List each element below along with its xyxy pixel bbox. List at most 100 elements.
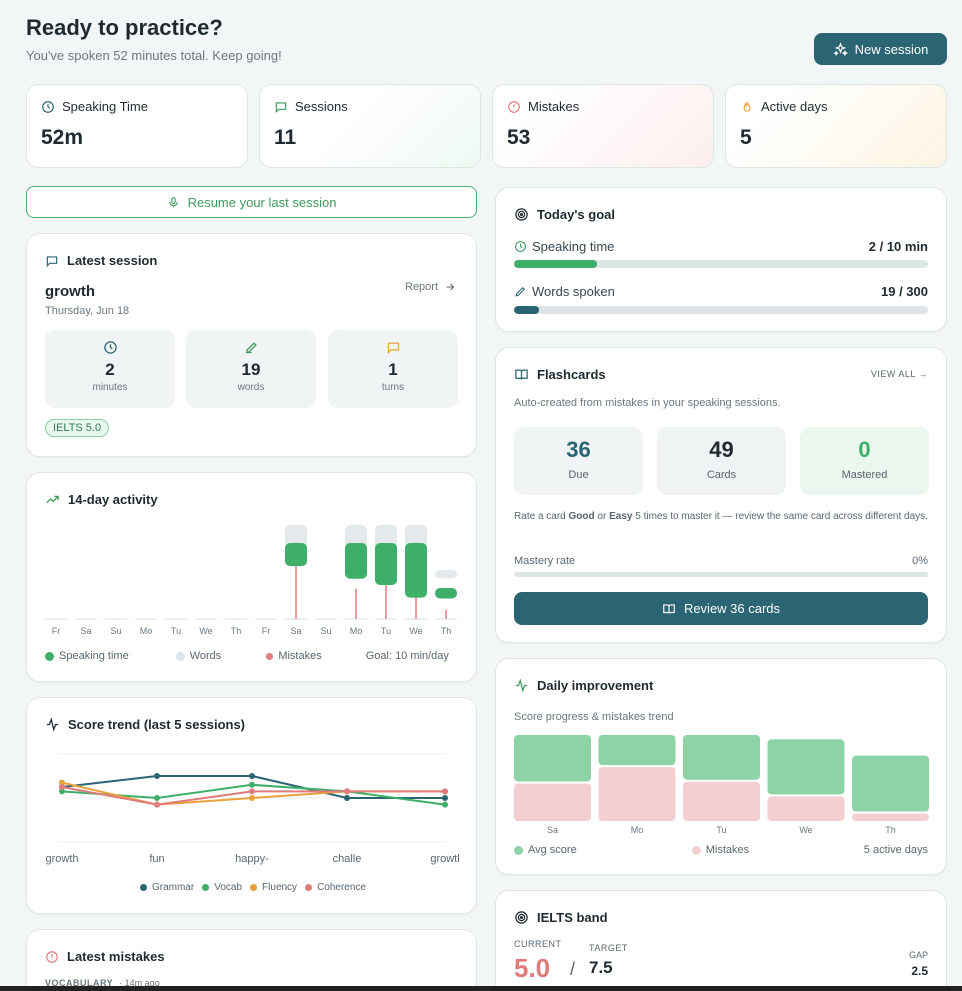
day-tick-label: Fr: [262, 626, 271, 636]
book-icon: [515, 369, 528, 380]
flashcards-due[interactable]: 36 Due: [514, 427, 643, 495]
day-tick-label: We: [799, 825, 812, 835]
due-value: 36: [566, 437, 591, 462]
report-label: Report: [405, 281, 439, 293]
trending-up-icon: [46, 495, 59, 504]
page-title: Ready to practice?: [26, 15, 223, 40]
new-session-button[interactable]: New session: [814, 33, 947, 65]
hint-text: Rate a card: [514, 511, 569, 522]
clock-icon: [42, 100, 54, 113]
arrow-right-icon: [446, 283, 455, 291]
goal-header: Today's goal: [514, 207, 615, 222]
day-tick-label: We: [199, 626, 212, 636]
view-all-link[interactable]: VIEW ALL →: [870, 369, 928, 379]
band-separator: /: [570, 959, 576, 979]
resume-label: Resume your last session: [187, 194, 337, 210]
mastered-value: 0: [858, 437, 871, 462]
activity-pulse-icon: [46, 717, 59, 732]
goal-words-label: Words spoken: [514, 284, 615, 299]
session-tick-label: growtl: [430, 853, 459, 865]
latest-session-header: Latest session: [45, 253, 157, 268]
score-trend-heading: Score trend (last 5 sessions): [68, 717, 246, 732]
flashcards-heading: Flashcards: [537, 367, 606, 382]
flame-icon: [743, 101, 751, 112]
latest-mistakes-card: Latest mistakes VOCABULARY · 14m ago: [26, 929, 477, 991]
latest-session-heading: Latest session: [67, 253, 158, 268]
metric-unit: turns: [381, 382, 405, 393]
activity-chart: Fr Sa Su Mo Tu We Th Fr Sa Su Mo Tu We Th: [45, 525, 457, 636]
score-trend-header: Score trend (last 5 sessions): [45, 717, 245, 732]
avg-score-bar: [683, 735, 760, 780]
series-line-vocab: [61, 783, 446, 806]
session-name: growth: [45, 283, 95, 300]
report-link[interactable]: Report: [405, 281, 456, 293]
daily-subheading: Score progress & mistakes trend: [514, 711, 674, 723]
legend-dot: [175, 651, 185, 661]
goal-label: Words spoken: [532, 284, 615, 299]
avg-score-bar: [767, 739, 845, 795]
series-point: [442, 801, 448, 808]
legend-mistakes: Mistakes: [705, 844, 750, 856]
mistakes-bar: [514, 783, 591, 821]
pencil-icon: [515, 286, 526, 297]
mistakes-bar: [852, 813, 929, 821]
metric-words: 19 words: [186, 330, 316, 408]
flashcards-hint: Rate a card Good or Easy 5 times to mast…: [514, 509, 928, 525]
ielts-header: IELTS band: [514, 910, 608, 925]
series-point: [344, 788, 350, 795]
stat-label: Sessions: [295, 99, 348, 114]
review-cards-button[interactable]: Review 36 cards: [514, 592, 928, 625]
stat-speaking-time: Speaking Time 52m: [26, 84, 248, 168]
stat-label: Active days: [761, 99, 828, 114]
chat-icon: [275, 101, 287, 113]
day-tick-label: Mo: [631, 825, 644, 835]
day-tick-label: Th: [231, 626, 242, 636]
day-tick-label: Th: [441, 626, 452, 636]
session-date: Thursday, Jun 18: [45, 305, 130, 317]
series-point: [59, 788, 65, 795]
series-point: [249, 781, 255, 788]
goal-speaking-progress: [514, 260, 928, 268]
pencil-icon: [245, 342, 257, 354]
cards-value: 49: [709, 437, 734, 462]
activity-card: 14-day activity Fr Sa Su Mo Tu We Th Fr Sa Su Mo Tu…: [26, 472, 477, 682]
session-tick-label: happy-: [235, 853, 269, 865]
day-tick-label: We: [409, 626, 422, 636]
stat-sessions: Sessions 11: [259, 84, 481, 168]
daily-improvement-card: Daily improvement Score progress & mista…: [495, 658, 947, 875]
target-band: 7.5: [589, 958, 613, 977]
ielts-heading: IELTS band: [537, 910, 608, 925]
hint-good: Good: [568, 511, 595, 522]
stat-value: 52m: [41, 126, 84, 149]
stat-mistakes: Mistakes 53: [492, 84, 714, 168]
series-point: [442, 795, 448, 801]
bottom-edge: [0, 986, 962, 991]
speaking-bar: [285, 543, 307, 567]
flashcards-card: Flashcards VIEW ALL → Auto-created from …: [495, 347, 947, 643]
legend-dot: [305, 884, 313, 891]
flashcards-cards[interactable]: 49 Cards: [657, 427, 786, 495]
page-subtitle: You've spoken 52 minutes total. Keep goi…: [26, 48, 282, 63]
chat-icon: [387, 342, 399, 355]
daily-heading: Daily improvement: [537, 678, 654, 693]
score-trend-chart: growth fun happy-challe growtl: [45, 753, 460, 865]
mistake-category: VOCABULARY: [45, 978, 114, 988]
stat-value: 5: [740, 126, 752, 149]
stat-value: 11: [274, 126, 297, 149]
gap-value: 2.5: [911, 964, 928, 978]
flashcards-mastered[interactable]: 0 Mastered: [800, 427, 929, 495]
legend-mistakes: Mistakes: [278, 650, 322, 662]
legend-dot: [691, 845, 701, 855]
mastery-value: 0%: [912, 555, 928, 567]
latest-mistakes-heading: Latest mistakes: [67, 949, 165, 964]
series-point: [154, 795, 160, 801]
session-tick-label: challe: [333, 853, 362, 865]
day-tick-label: Mo: [350, 626, 363, 636]
target-icon: [515, 911, 528, 924]
resume-session-button[interactable]: Resume your last session: [26, 186, 477, 218]
activity-pulse-icon: [515, 678, 528, 693]
chat-icon: [46, 255, 58, 267]
activity-legend: Speaking time Words Mistakes Goal: 10 mi…: [45, 650, 449, 662]
target-icon: [515, 208, 528, 221]
metric-unit: minutes: [92, 382, 128, 393]
